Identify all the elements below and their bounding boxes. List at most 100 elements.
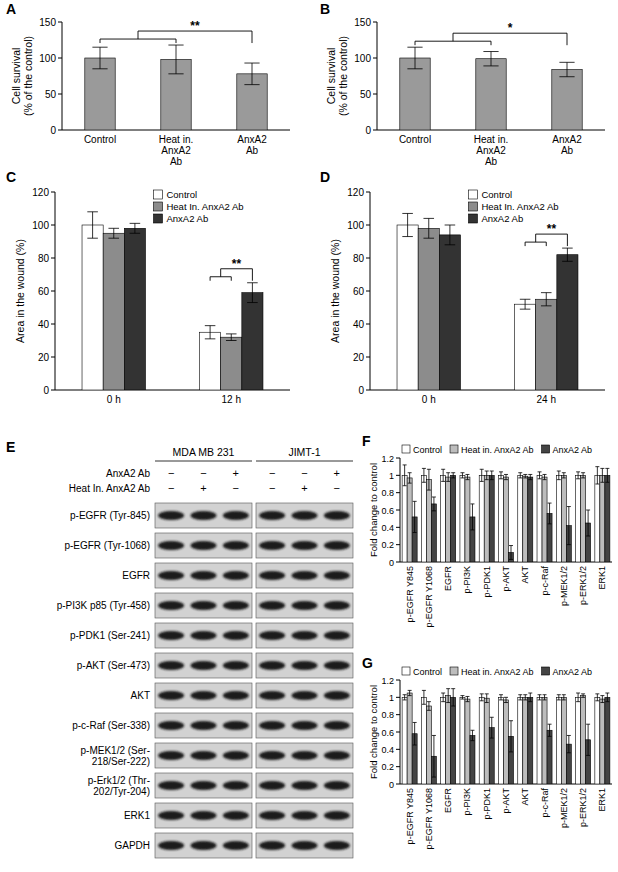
bar <box>479 475 484 562</box>
blot-strip <box>155 503 252 528</box>
bar <box>523 476 528 562</box>
lane-sign: + <box>200 482 206 494</box>
x-tick-label: p-PDK1 <box>482 566 492 598</box>
bar <box>561 475 566 562</box>
y-label: Cell survival(% of the control) <box>10 36 34 116</box>
x-tick-label: p-PI3K <box>462 788 472 816</box>
text-line: AnxA2 <box>476 145 506 156</box>
error-bar <box>244 63 259 85</box>
bar <box>595 697 600 784</box>
bar <box>537 697 542 784</box>
bar <box>528 697 533 784</box>
y-tick <box>396 510 400 511</box>
plot-area <box>82 212 263 390</box>
bar <box>552 70 582 130</box>
y-label-group: Fold change to control <box>368 463 379 557</box>
y-label-group: Area in the wound (%) <box>14 239 26 343</box>
error-bar <box>562 473 566 478</box>
blot-band <box>223 751 249 760</box>
x-label-group: p-EGFR Y845 <box>405 566 415 622</box>
blot-strip <box>256 743 353 768</box>
blot-band <box>292 511 318 520</box>
y-tick-label: 0.8 <box>381 710 394 720</box>
bar <box>451 697 456 784</box>
x-label-group: p-EGFR Y1068 <box>424 566 434 627</box>
y-label-group: Fold change to control <box>368 685 379 779</box>
blot-band <box>324 691 350 700</box>
x-label-group: AKT <box>520 566 530 584</box>
blot-band <box>158 661 184 670</box>
blot-band <box>223 601 249 610</box>
x-tick-label: p-c-Raf <box>540 788 550 818</box>
panel-letter: B <box>320 1 330 17</box>
error-bar <box>441 469 445 481</box>
panel-letter: C <box>6 169 16 185</box>
y-tick-label: 120 <box>32 187 49 198</box>
significance-bracket <box>100 31 252 43</box>
blot-band <box>292 811 318 820</box>
blot-band <box>223 721 249 730</box>
bar <box>446 477 451 562</box>
blot-band <box>324 661 350 670</box>
y-tick <box>396 458 400 459</box>
panel-letter: G <box>362 655 373 671</box>
plot-area <box>402 689 610 784</box>
error-bar <box>548 724 552 736</box>
text-line: Heat in. <box>474 134 508 145</box>
x-tick-label: Heat in.AnxA2Ab <box>474 134 508 167</box>
blot-strip <box>155 623 252 648</box>
y-tick-label: 120 <box>347 187 364 198</box>
y-label-group: Area in the wound (%) <box>329 239 341 343</box>
x-label-group: p-ERK1/2 <box>578 788 588 827</box>
bar <box>465 477 470 562</box>
error-bar <box>460 696 464 699</box>
error-bar <box>595 694 599 701</box>
blot-band <box>158 601 184 610</box>
lane-sign: + <box>301 482 307 494</box>
plot-area <box>397 213 578 390</box>
error-bar <box>581 694 585 697</box>
text-line: 218/Ser-222) <box>92 756 150 767</box>
blot-strip <box>155 533 252 558</box>
x-tick-label: p-AKT <box>501 566 511 592</box>
significance-label: ** <box>232 257 242 271</box>
error-bar <box>557 471 561 480</box>
y-tick-label: 1.2 <box>381 676 394 686</box>
x-tick-label: p-EGFR Y1068 <box>424 788 434 849</box>
bar <box>542 477 547 562</box>
legend-swatch <box>153 202 162 211</box>
blot-band <box>324 841 350 850</box>
panel-C: C020406080100120Area in the wound (%)0 h… <box>6 169 290 405</box>
bar <box>421 697 426 784</box>
bar <box>503 700 508 784</box>
y-tick <box>396 544 400 545</box>
blot-band <box>324 751 350 760</box>
bar <box>397 225 418 390</box>
y-label-group: Cell survival(% of the control) <box>10 36 34 116</box>
legend: ControlHeat in. AnxA2 AbAnxA2 Ab <box>402 667 592 677</box>
error-bar <box>562 695 566 700</box>
header-rule <box>155 461 252 462</box>
panel-F: F00.20.40.60.811.2Fold change to control… <box>362 433 612 627</box>
y-tick <box>58 130 62 131</box>
y-tick-label: 0 <box>389 780 394 790</box>
error-bar <box>87 212 98 238</box>
y-tick <box>396 732 400 733</box>
blot-band <box>191 661 217 670</box>
blot-band <box>324 511 350 520</box>
error-bar <box>446 689 450 703</box>
error-bar <box>427 469 431 490</box>
x-tick-label: p-EGFR Y845 <box>405 566 415 622</box>
y-tick <box>396 766 400 767</box>
lane-sign: − <box>334 482 340 494</box>
legend-label: Control <box>413 667 442 677</box>
y-tick-label: 50 <box>360 89 372 100</box>
error-bar <box>559 62 574 76</box>
blot-band <box>292 571 318 580</box>
error-bar <box>470 504 474 530</box>
error-bar <box>576 472 580 479</box>
bar <box>547 730 552 784</box>
text-line: Cell survival <box>325 48 337 105</box>
panel-B: B050100150Cell survival(% of the control… <box>320 1 605 167</box>
y-label: Area in the wound (%) <box>14 239 26 343</box>
